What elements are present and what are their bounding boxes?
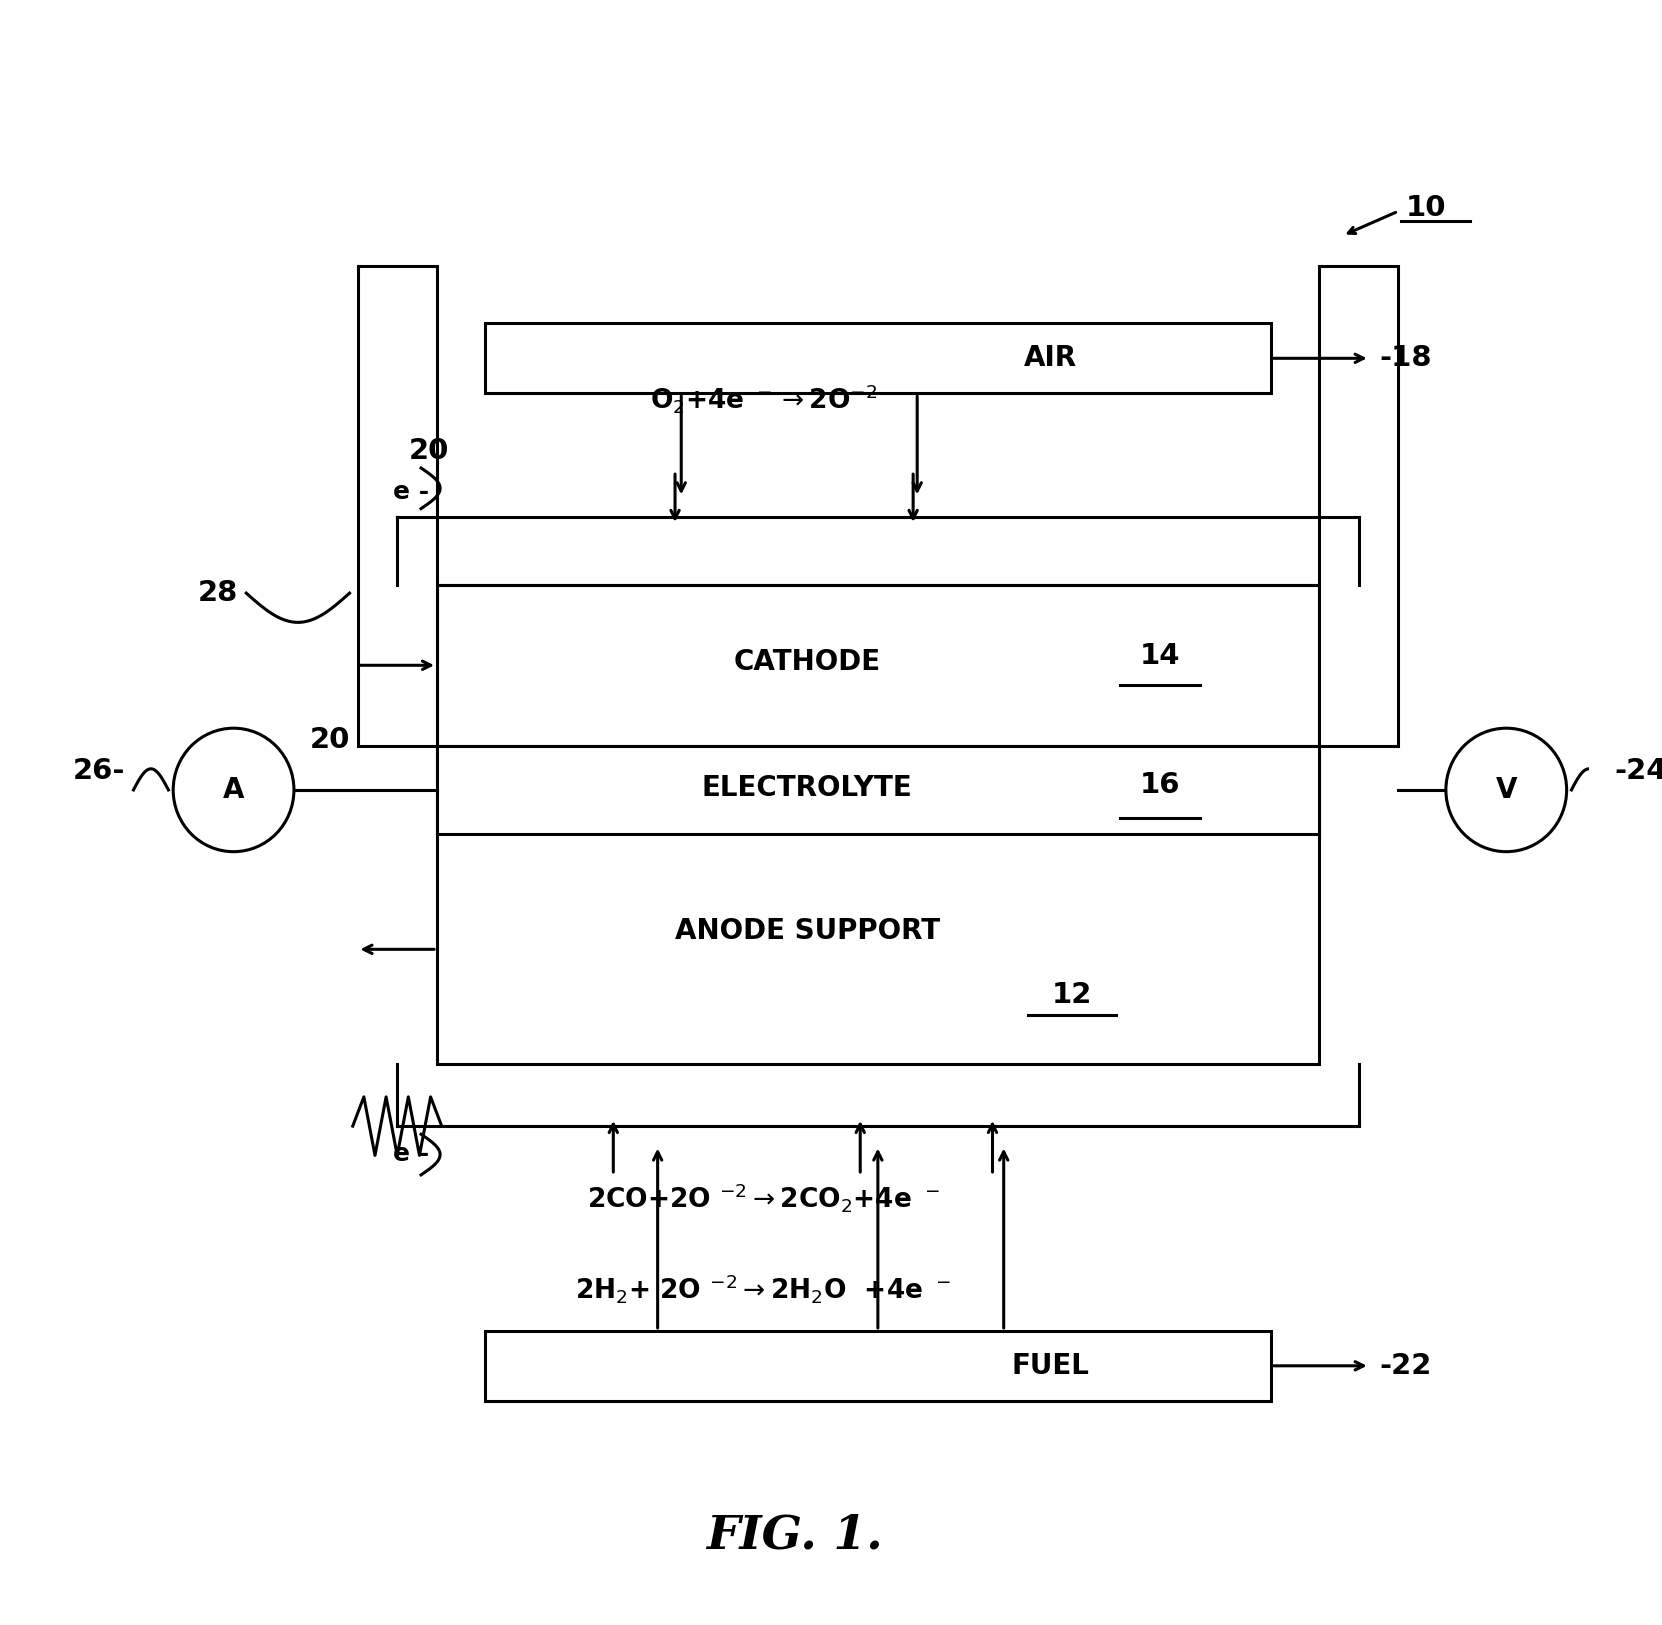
Circle shape bbox=[173, 728, 294, 852]
Bar bbox=[357, 266, 437, 746]
Text: FUEL: FUEL bbox=[1012, 1352, 1090, 1380]
Text: O$_2$+4e $^-$$\rightarrow$2O$^{-2}$: O$_2$+4e $^-$$\rightarrow$2O$^{-2}$ bbox=[650, 382, 878, 414]
Bar bbox=[437, 746, 1318, 834]
Text: V: V bbox=[1496, 775, 1517, 804]
Text: AIR: AIR bbox=[1024, 344, 1077, 372]
Bar bbox=[485, 1331, 1271, 1401]
Text: -22: -22 bbox=[1379, 1352, 1431, 1380]
Text: 2H$_2$+ 2O $^{-2}$$\rightarrow$2H$_2$O  +4e $^-$: 2H$_2$+ 2O $^{-2}$$\rightarrow$2H$_2$O +… bbox=[575, 1272, 951, 1305]
Text: A: A bbox=[223, 775, 244, 804]
Text: 14: 14 bbox=[1140, 642, 1180, 669]
Text: 10: 10 bbox=[1406, 193, 1446, 223]
Text: -18: -18 bbox=[1379, 344, 1431, 372]
Text: FIG. 1.: FIG. 1. bbox=[706, 1513, 883, 1558]
Text: 16: 16 bbox=[1140, 770, 1180, 798]
Circle shape bbox=[1446, 728, 1567, 852]
Text: e -: e - bbox=[392, 1142, 429, 1167]
Text: 2CO+2O $^{-2}$$\rightarrow$2CO$_2$+4e $^-$: 2CO+2O $^{-2}$$\rightarrow$2CO$_2$+4e $^… bbox=[587, 1181, 939, 1214]
Text: 20: 20 bbox=[309, 726, 351, 754]
Bar bbox=[1318, 266, 1398, 746]
Text: 20: 20 bbox=[409, 437, 449, 465]
Bar bbox=[437, 585, 1318, 746]
Bar bbox=[485, 323, 1271, 393]
Text: -24: -24 bbox=[1614, 757, 1662, 785]
Text: e -: e - bbox=[392, 479, 429, 504]
Text: ELECTROLYTE: ELECTROLYTE bbox=[701, 774, 912, 803]
Bar bbox=[437, 585, 1318, 1064]
Text: 12: 12 bbox=[1052, 982, 1092, 1009]
Text: ANODE SUPPORT: ANODE SUPPORT bbox=[675, 916, 941, 944]
Text: 26-: 26- bbox=[73, 757, 126, 785]
Text: 28: 28 bbox=[198, 578, 238, 608]
Text: CATHODE: CATHODE bbox=[733, 648, 881, 676]
